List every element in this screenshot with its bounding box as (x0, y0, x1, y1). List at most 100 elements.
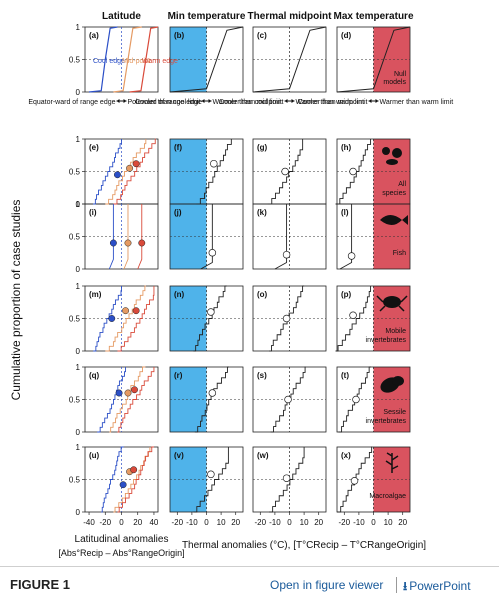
x-tick-label: -20 (99, 518, 111, 527)
thermal-median-point (347, 252, 356, 260)
panel-letter: (l) (341, 208, 349, 217)
column-title: Latitude (102, 11, 141, 22)
null-legend-label: Cool edge (93, 58, 125, 65)
macroalgae-icon (385, 452, 399, 473)
thermal-median-point (207, 308, 215, 316)
taxon-group-label: Sessile (383, 409, 406, 416)
null-models-label: models (383, 79, 406, 86)
footer-divider (396, 577, 397, 593)
y-tick-label: 0 (76, 347, 81, 356)
arrow-left-label: Cooler than cool limit (135, 99, 200, 106)
thermal-median-point (282, 474, 291, 482)
x-tick-label: 10 (384, 518, 393, 527)
y-tick-label: 0 (76, 265, 81, 274)
y-tick-label: 0 (76, 88, 81, 97)
taxon-group-label: Fish (393, 250, 406, 257)
empirical-cdf-line (200, 204, 213, 270)
null-legend-label: Warm edge (142, 58, 178, 65)
x-tick-label: 0 (371, 518, 376, 527)
all-species-icon (382, 147, 402, 165)
arrow-head (284, 99, 295, 103)
empirical-cdf-line (339, 204, 353, 270)
latitude-median-point (122, 307, 130, 315)
panel-letter: (k) (257, 208, 267, 217)
thermal-median-point (281, 167, 289, 176)
crab-body (383, 296, 401, 308)
x-tick-label: -20 (339, 518, 351, 527)
sessile-invertebrate-icon (380, 376, 404, 393)
latitude-median-point (132, 160, 140, 168)
thermal-median-point (284, 395, 292, 404)
x-tick-label: 0 (287, 518, 292, 527)
y-tick-label: 0.5 (69, 315, 81, 324)
latitude-median-point (126, 164, 134, 172)
y-tick-label: 1 (76, 443, 81, 452)
open-figure-viewer-link[interactable]: Open in figure viewer (270, 578, 384, 592)
thermal-median-point (208, 389, 217, 397)
arrow-left-label: Cooler than midpoint (219, 99, 284, 106)
empirical-cdf-line (93, 286, 122, 352)
null-model-curve (252, 26, 327, 93)
panel-letter: (v) (174, 451, 184, 460)
x-tick-label: 0 (119, 518, 124, 527)
thermal-median-point (349, 311, 357, 320)
latitude-median-point (131, 386, 138, 394)
panel-letter: (c) (257, 31, 267, 40)
taxon-group-label: species (382, 190, 406, 197)
y-tick-label: 1 (76, 200, 81, 209)
download-icon: ⭳ (403, 579, 408, 593)
cool-limit-shading (170, 204, 207, 269)
latitude-median-point (132, 307, 140, 315)
figure-label: FIGURE 1 (10, 577, 70, 592)
powerpoint-label: PowerPoint (409, 579, 471, 593)
thermal-median-point (352, 395, 360, 404)
null-legend-label: Mid-point (122, 58, 151, 65)
x-tick-label: 20 (398, 518, 407, 527)
x-tick-label: -20 (255, 518, 267, 527)
fish-icon-shape (380, 215, 408, 225)
x-tick-label: -10 (186, 518, 198, 527)
x-tick-label: 0 (204, 518, 209, 527)
all-species-shape (382, 147, 390, 155)
fish-icon (380, 215, 408, 225)
arrow-right-label: Warmer than midpoint (296, 99, 365, 106)
panel-letter: (x) (341, 451, 351, 460)
null-models-label: Null (394, 71, 407, 78)
column-title: Thermal midpoint (248, 11, 333, 22)
thermal-median-point (349, 167, 357, 176)
empirical-cdf-line (267, 139, 304, 205)
y-tick-label: 0.5 (69, 396, 81, 405)
all-species-shape (392, 148, 402, 158)
empirical-cdf-line (113, 447, 151, 513)
empirical-cdf-line (108, 204, 114, 270)
empirical-cdf-line (123, 204, 129, 270)
panel-letter: (j) (174, 208, 182, 217)
thermal-median-point (210, 159, 218, 168)
arrow-right-label: Warmer than warm limit (380, 99, 454, 106)
panel-letter: (f) (174, 143, 182, 152)
x-tick-label: -40 (83, 518, 95, 527)
panel-letter: (b) (174, 31, 185, 40)
y-axis-label: Cumulative proportion of case studies (9, 200, 23, 401)
panel-letter: (a) (89, 31, 99, 40)
empirical-cdf-line (105, 285, 146, 352)
y-tick-label: 0.5 (69, 476, 81, 485)
x-tick-label: 20 (314, 518, 323, 527)
panel-letter: (h) (341, 143, 352, 152)
panel-letter: (s) (257, 371, 267, 380)
cool-limit-shading (170, 286, 207, 351)
thermal-axis-label: Thermal anomalies (°C), [T°CRecip – T°CR… (182, 540, 426, 551)
latitude-median-point (124, 239, 132, 247)
taxon-group-label: Mobile (385, 328, 406, 335)
empirical-cdf-line (193, 447, 229, 513)
taxon-group-label: All (398, 181, 406, 188)
crab-legs (376, 295, 408, 312)
taxon-group-label: Macroalgae (369, 493, 406, 500)
null-model-curve (129, 26, 159, 93)
panel-letter: (o) (257, 290, 268, 299)
y-tick-label: 0.5 (69, 168, 81, 177)
powerpoint-link[interactable]: ⭳ PowerPoint (403, 577, 471, 598)
thermal-median-point (282, 314, 291, 323)
panel-letter: (u) (89, 451, 100, 460)
figure-footer: FIGURE 1 Open in figure viewer ⭳ PowerPoi… (0, 566, 499, 601)
